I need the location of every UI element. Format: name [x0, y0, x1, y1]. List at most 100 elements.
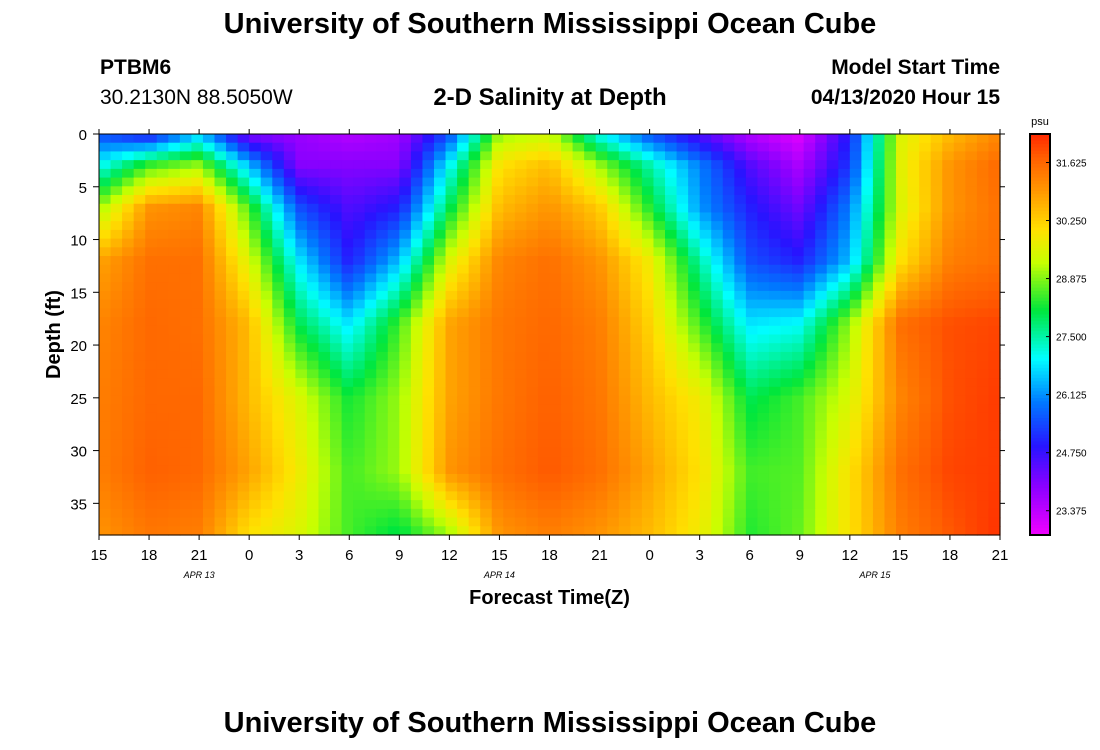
- heatmap-cell: [99, 256, 112, 266]
- heatmap-cell: [387, 421, 400, 431]
- heatmap-cell: [665, 299, 678, 309]
- heatmap-cell: [745, 299, 759, 309]
- heatmap-cell: [145, 221, 158, 231]
- heatmap-cell: [226, 412, 239, 423]
- heatmap-cell: [283, 168, 296, 179]
- heatmap-cell: [595, 229, 608, 240]
- heatmap-cell: [306, 447, 320, 458]
- heatmap-cell: [272, 186, 285, 196]
- heatmap-cell: [942, 229, 955, 240]
- heatmap-cell: [110, 282, 123, 292]
- heatmap-cell: [919, 351, 932, 362]
- heatmap-cell: [665, 378, 678, 388]
- heatmap-cell: [122, 343, 135, 353]
- heatmap-cell: [699, 369, 712, 379]
- heatmap-cell: [803, 343, 816, 353]
- heatmap-cell: [653, 221, 666, 231]
- heatmap-cell: [364, 430, 377, 440]
- date-label: APR 13: [183, 570, 215, 580]
- heatmap-cell: [537, 168, 551, 179]
- heatmap-cell: [930, 290, 943, 301]
- heatmap-cell: [595, 369, 608, 379]
- heatmap-cell: [872, 508, 886, 519]
- heatmap-cell: [399, 430, 412, 440]
- heatmap-cell: [318, 369, 331, 379]
- heatmap-cell: [930, 325, 943, 336]
- heatmap-cell: [422, 264, 435, 275]
- heatmap-cell: [202, 369, 216, 379]
- heatmap-cell: [122, 221, 135, 231]
- heatmap-cell: [214, 430, 227, 440]
- heatmap-cell: [595, 134, 608, 144]
- heatmap-cell: [826, 203, 839, 214]
- heatmap-cell: [688, 151, 701, 161]
- heatmap-cell: [503, 430, 516, 440]
- heatmap-cell: [722, 508, 735, 519]
- heatmap-cell: [780, 308, 793, 318]
- heatmap-cell: [376, 447, 389, 458]
- heatmap-cell: [988, 142, 1001, 153]
- heatmap-cell: [872, 421, 886, 431]
- heatmap-cell: [780, 186, 793, 196]
- heatmap-cell: [433, 508, 447, 519]
- heatmap-cell: [699, 212, 712, 222]
- heatmap-cell: [826, 465, 839, 475]
- heatmap-cell: [607, 343, 620, 353]
- heatmap-cell: [699, 142, 712, 153]
- heatmap-cell: [202, 299, 216, 309]
- heatmap-cell: [445, 264, 458, 275]
- heatmap-cell: [318, 160, 331, 170]
- heatmap-cell: [237, 256, 250, 266]
- heatmap-cell: [306, 334, 320, 344]
- heatmap-cell: [122, 264, 135, 275]
- heatmap-cell: [480, 378, 493, 388]
- heatmap-cell: [341, 203, 354, 214]
- heatmap-cell: [595, 412, 608, 423]
- heatmap-cell: [561, 273, 574, 283]
- heatmap-cell: [919, 168, 932, 179]
- heatmap-cell: [561, 151, 574, 161]
- heatmap-cell: [503, 142, 516, 153]
- heatmap-cell: [595, 508, 608, 519]
- heatmap-cell: [618, 526, 631, 536]
- heatmap-cell: [145, 526, 158, 536]
- heatmap-cell: [433, 473, 447, 484]
- heatmap-cell: [491, 177, 504, 187]
- heatmap-cell: [780, 317, 793, 327]
- heatmap-cell: [133, 325, 146, 336]
- heatmap-cell: [653, 308, 666, 318]
- colorbar-segment: [1030, 508, 1050, 513]
- heatmap-cell: [202, 473, 216, 484]
- heatmap-cell: [445, 221, 458, 231]
- heatmap-cell: [514, 151, 527, 161]
- heatmap-cell: [826, 134, 839, 144]
- heatmap-cell: [99, 212, 112, 222]
- heatmap-cell: [353, 238, 366, 248]
- heatmap-cell: [226, 195, 239, 205]
- heatmap-cell: [514, 526, 527, 536]
- heatmap-cell: [665, 439, 678, 449]
- colorbar-segment: [1030, 364, 1050, 369]
- colorbar-segment: [1030, 514, 1050, 519]
- heatmap-cell: [283, 465, 296, 475]
- heatmap-cell: [410, 256, 424, 266]
- heatmap-cell: [330, 134, 343, 144]
- heatmap-cell: [168, 386, 181, 397]
- heatmap-cell: [826, 247, 839, 257]
- y-tick-label: 5: [79, 180, 87, 197]
- heatmap-cell: [976, 482, 990, 493]
- heatmap-cell: [376, 378, 389, 388]
- heatmap-cell: [364, 421, 377, 431]
- heatmap-cell: [988, 151, 1001, 161]
- heatmap-cell: [202, 430, 216, 440]
- heatmap-cell: [353, 168, 366, 179]
- heatmap-cell: [433, 360, 447, 370]
- heatmap-cell: [688, 221, 701, 231]
- heatmap-cell: [445, 247, 458, 257]
- heatmap-cell: [330, 160, 343, 170]
- heatmap-cell: [260, 465, 273, 475]
- heatmap-cell: [306, 308, 320, 318]
- heatmap-cell: [318, 343, 331, 353]
- heatmap-cell: [572, 308, 585, 318]
- heatmap-cell: [318, 430, 331, 440]
